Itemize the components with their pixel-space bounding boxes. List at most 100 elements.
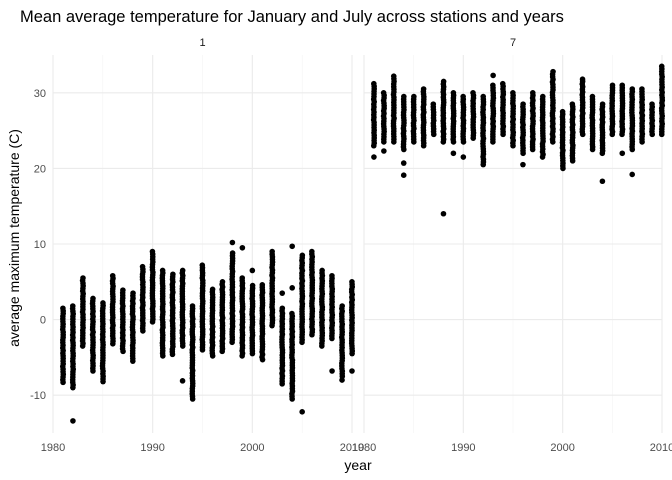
data-point — [199, 262, 206, 268]
data-point — [470, 90, 476, 96]
data-point — [539, 93, 546, 100]
data-point — [599, 101, 606, 107]
data-point — [120, 287, 126, 293]
x-axis-title: year — [344, 457, 372, 473]
data-point — [289, 285, 296, 291]
data-point — [289, 310, 295, 317]
facet-panels: 1 1980 1990 2000 2010 -10 0 10 20 30 7 1980 1990 2000… — [30, 37, 672, 454]
y-tick-label: 10 — [34, 239, 46, 251]
data-point — [401, 93, 407, 100]
data-point — [559, 108, 566, 115]
data-point — [249, 267, 256, 274]
data-point — [480, 93, 487, 100]
data-point — [400, 172, 407, 179]
data-point — [100, 300, 106, 306]
data-point — [229, 239, 236, 246]
data-point — [229, 250, 236, 256]
data-point — [319, 267, 325, 274]
data-point — [209, 286, 216, 293]
data-point — [309, 248, 315, 255]
data-point — [279, 305, 286, 312]
data-point — [329, 368, 335, 374]
data-point — [279, 290, 286, 296]
data-point — [139, 263, 146, 270]
data-point — [219, 279, 226, 285]
data-point — [299, 409, 305, 415]
data-point — [239, 244, 246, 251]
data-point — [380, 90, 387, 96]
data-point — [130, 290, 136, 296]
data-point — [411, 93, 417, 100]
data-point — [149, 248, 156, 255]
data-point — [529, 90, 536, 96]
x-tick-label: 2010 — [650, 442, 672, 454]
data-point — [189, 303, 196, 309]
x-tick-label: 1980 — [41, 442, 65, 454]
data-point — [639, 86, 645, 92]
x-tick-label: 2000 — [550, 442, 574, 454]
x-tick-label: 1990 — [451, 442, 475, 454]
x-tick-label: 1980 — [352, 442, 376, 454]
data-point — [60, 305, 66, 312]
y-tick-label: 20 — [34, 163, 46, 175]
data-point — [69, 303, 76, 309]
x-tick-label: 2000 — [240, 442, 264, 454]
data-point — [589, 93, 596, 100]
data-point — [371, 80, 377, 87]
y-tick-label: -10 — [30, 390, 46, 402]
data-point — [349, 279, 355, 285]
data-point — [420, 86, 427, 92]
data-point — [450, 90, 457, 96]
data-point — [289, 243, 296, 250]
data-point — [609, 82, 616, 89]
data-point — [619, 150, 626, 157]
facet-strip-label: 1 — [199, 37, 205, 49]
data-point — [658, 63, 665, 70]
data-point — [80, 275, 86, 281]
data-point — [490, 72, 496, 79]
data-point — [269, 248, 275, 255]
data-point — [460, 93, 466, 100]
data-point — [159, 267, 166, 274]
data-point — [179, 378, 186, 384]
data-point — [520, 101, 526, 107]
data-point — [400, 160, 407, 166]
facet-panel-1: 1 1980 1990 2000 2010 -10 0 10 20 30 — [30, 37, 364, 454]
data-point — [430, 101, 437, 107]
y-tick-label: 30 — [34, 88, 46, 100]
data-point — [381, 148, 387, 154]
data-point — [179, 267, 186, 274]
y-axis-title: average maximum temperature (C) — [6, 129, 22, 347]
y-tick-label: 0 — [40, 315, 46, 327]
facet-panel-7: 7 1980 1990 2000 2010 — [352, 37, 672, 454]
data-point — [440, 78, 447, 85]
data-point — [349, 368, 355, 374]
data-point — [569, 101, 576, 107]
x-tick-label: 1990 — [140, 442, 164, 454]
data-point — [339, 303, 345, 309]
data-point — [450, 150, 457, 157]
x-tick-label: 2010 — [340, 442, 364, 454]
facet-strip-label: 7 — [510, 37, 516, 49]
data-point — [460, 154, 467, 160]
data-point — [259, 282, 266, 288]
data-point — [520, 161, 526, 168]
data-point — [209, 339, 216, 346]
data-point — [629, 171, 635, 178]
data-point — [490, 82, 496, 89]
data-point — [629, 86, 636, 92]
data-point — [619, 82, 626, 89]
data-point — [499, 80, 506, 87]
data-point — [390, 73, 397, 79]
data-point — [90, 295, 96, 302]
data-point — [579, 76, 586, 82]
data-point — [599, 178, 606, 185]
data-point — [371, 154, 377, 160]
data-point — [70, 418, 76, 424]
chart-title: Mean average temperature for January and… — [20, 8, 564, 26]
data-point — [550, 68, 556, 75]
data-point — [440, 210, 447, 217]
data-point — [299, 252, 306, 259]
data-point — [170, 271, 176, 278]
